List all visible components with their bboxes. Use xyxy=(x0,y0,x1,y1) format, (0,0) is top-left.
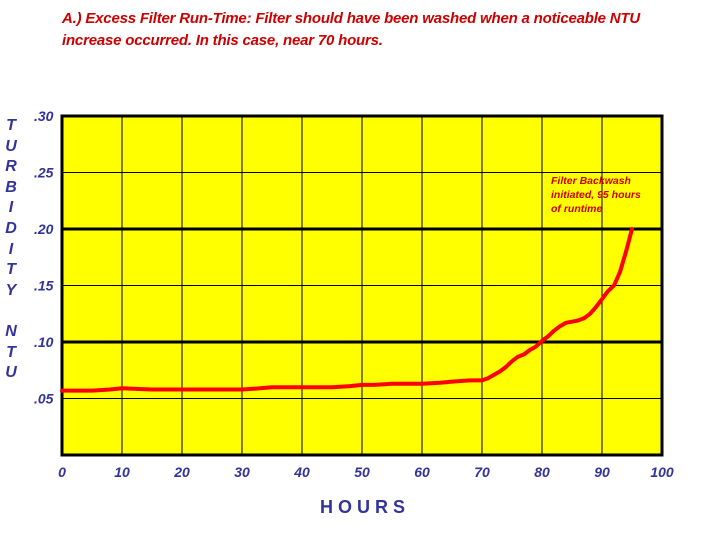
x-tick-label: 80 xyxy=(534,464,550,480)
y-axis-letter: T xyxy=(6,117,16,134)
y-axis-letter: U xyxy=(5,364,17,382)
y-axis-letter: T xyxy=(6,343,16,361)
x-axis-title: HOURS xyxy=(320,497,411,517)
y-axis-letter: T xyxy=(6,261,16,279)
y-axis-title: T U R B I D I T Y N T U xyxy=(4,116,18,384)
x-tick-label: 40 xyxy=(293,464,310,480)
y-axis-letter: R xyxy=(5,158,17,176)
y-axis-letter: I xyxy=(8,199,14,217)
annotation-text: of runtime xyxy=(551,203,602,215)
x-tick-label: 20 xyxy=(173,464,190,480)
annotation-text: Filter Backwash xyxy=(551,175,631,187)
series-line xyxy=(60,227,634,393)
x-tick-label: 10 xyxy=(114,464,130,480)
x-tick-label: 0 xyxy=(58,464,66,480)
plot-frame xyxy=(60,114,664,457)
x-tick-label: 100 xyxy=(650,464,674,480)
annotation-text: initiated, 95 hours xyxy=(551,189,641,201)
y-axis-letter: B xyxy=(5,178,17,196)
y-axis-letter: D xyxy=(5,219,17,237)
y-tick-label: .05 xyxy=(34,391,54,407)
x-tick-label: 90 xyxy=(594,464,610,480)
x-tick-label: 50 xyxy=(354,464,370,480)
y-axis-letter: I xyxy=(8,240,14,258)
y-axis-letter: U xyxy=(5,137,17,155)
y-axis-letter: N xyxy=(5,322,17,340)
chart-title: A.) Excess Filter Run-Time: Filter shoul… xyxy=(62,8,682,52)
y-tick-label: .10 xyxy=(34,334,54,350)
x-tick-label: 30 xyxy=(234,464,250,480)
x-tick-label: 70 xyxy=(474,464,490,480)
y-tick-label: .20 xyxy=(34,221,54,237)
y-tick-label: .25 xyxy=(34,165,54,181)
y-tick-label: .30 xyxy=(34,108,54,124)
chart-title-line-2: increase occurred. In this case, near 70… xyxy=(62,32,383,49)
x-tick-label: 60 xyxy=(414,464,430,480)
y-axis-letter: Y xyxy=(5,281,17,299)
chart-title-line-1: A.) Excess Filter Run-Time: Filter shoul… xyxy=(62,10,641,27)
y-tick-label: .15 xyxy=(34,278,54,294)
